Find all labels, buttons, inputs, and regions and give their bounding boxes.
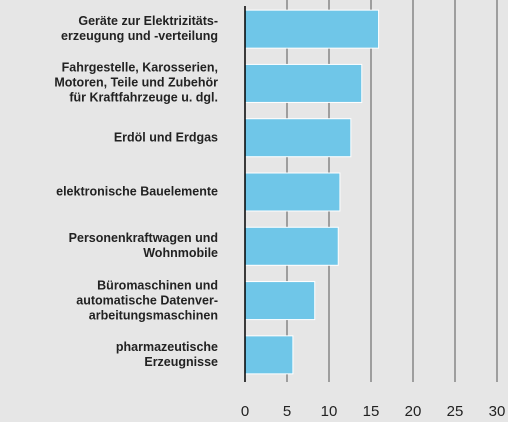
bar: [244, 9, 380, 49]
bar: [244, 281, 316, 321]
bar: [244, 63, 363, 103]
y-tick-label: Personenkraftwagen und Wohnmobile: [68, 231, 218, 261]
y-tick-label: Erdöl und Erdgas: [113, 130, 218, 145]
bar: [244, 335, 294, 375]
bar: [244, 226, 339, 266]
x-tick-label: 25: [447, 403, 464, 420]
x-tick-label: 20: [405, 403, 422, 420]
y-tick-label: Fahrgestelle, Karosserien, Motoren, Teil…: [54, 60, 218, 105]
y-tick-label: Geräte zur Elektrizitäts- erzeugung und …: [61, 14, 218, 44]
x-tick-label: 5: [283, 403, 291, 420]
bar: [244, 172, 341, 212]
y-tick-label: Büromaschinen und automatische Datenver-…: [76, 278, 218, 323]
y-tick-label: elektronische Bauelemente: [56, 184, 218, 199]
x-tick-label: 10: [321, 403, 338, 420]
bar: [244, 118, 352, 158]
x-tick-label: 0: [241, 403, 249, 420]
x-tick-label: 30: [489, 403, 506, 420]
y-tick-label: pharmazeutische Erzeugnisse: [115, 339, 218, 369]
x-tick-label: 15: [363, 403, 380, 420]
